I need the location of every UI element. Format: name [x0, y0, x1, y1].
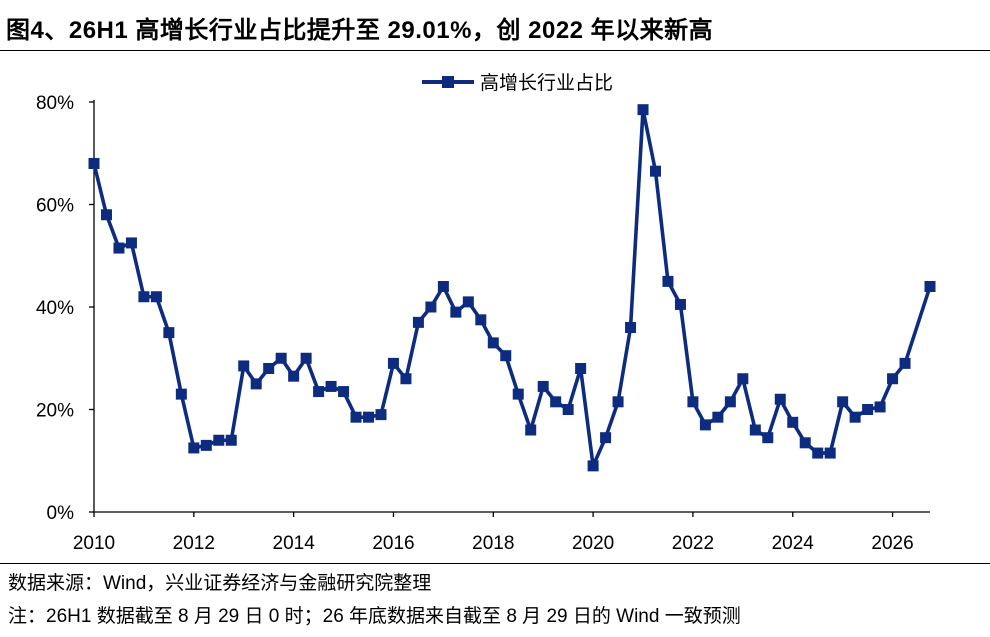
data-point — [175, 388, 187, 400]
line-chart: 0% 20% 40% 60% 80% 2010 2012 2014 2016 2018 2020 20… — [36, 72, 936, 554]
data-point — [824, 447, 836, 459]
data-point — [787, 416, 799, 428]
data-point — [837, 396, 849, 408]
data-point — [687, 396, 699, 408]
data-point — [500, 350, 512, 362]
y-tick-label: 20% — [36, 401, 74, 422]
data-point — [887, 373, 899, 385]
data-point — [250, 378, 262, 390]
data-point — [575, 363, 587, 374]
footnote: 注：26H1 数据截至 8 月 29 日 0 时；26 年底数据来自截至 8 月… — [8, 606, 741, 627]
data-point — [100, 209, 112, 221]
chart-series — [88, 104, 936, 472]
data-point — [350, 411, 362, 423]
data-point — [263, 363, 275, 374]
data-point — [612, 396, 624, 408]
series-line-actual — [92, 107, 932, 468]
data-point — [550, 396, 562, 408]
y-tick-label: 80% — [36, 93, 74, 114]
data-point — [238, 360, 250, 372]
data-point — [387, 357, 399, 369]
data-point — [325, 380, 337, 392]
data-point — [113, 242, 125, 254]
source-note: 数据来源：Wind，兴业证券经济与金融研究院整理 — [8, 573, 432, 594]
chart-axes: 0% 20% 40% 60% 80% 2010 2012 2014 2016 2018 2020 20… — [36, 93, 930, 554]
data-point — [587, 460, 599, 472]
data-point — [812, 447, 824, 459]
data-point — [425, 301, 437, 313]
data-point — [188, 442, 200, 454]
data-point — [662, 275, 674, 287]
x-tick-label: 2024 — [772, 533, 815, 554]
data-point — [649, 165, 661, 177]
footer-divider — [0, 563, 990, 564]
data-point — [899, 357, 911, 369]
data-point — [712, 411, 724, 423]
data-point — [724, 396, 736, 408]
x-tick-label: 2018 — [472, 533, 514, 554]
data-point — [375, 409, 387, 421]
data-point — [862, 404, 874, 415]
data-point — [313, 386, 325, 398]
data-point — [924, 281, 936, 292]
data-point — [600, 432, 612, 444]
data-point — [288, 370, 300, 382]
legend-marker-swatch — [442, 76, 454, 88]
data-point — [487, 337, 499, 349]
data-point — [412, 316, 424, 328]
data-point — [275, 352, 287, 364]
data-point — [150, 291, 162, 303]
data-point — [363, 411, 375, 423]
chart-legend: 高增长行业占比 — [422, 72, 613, 94]
data-point — [200, 439, 212, 451]
data-point — [737, 373, 749, 385]
x-tick-label: 2026 — [871, 533, 913, 554]
x-tick-label: 2022 — [672, 533, 714, 554]
data-point — [125, 237, 137, 249]
data-point — [450, 306, 462, 318]
data-point — [225, 434, 237, 446]
data-point — [525, 424, 537, 436]
x-tick-label: 2010 — [73, 533, 115, 554]
data-point — [300, 352, 312, 364]
data-point — [462, 296, 474, 308]
data-point — [562, 404, 574, 415]
data-point — [400, 373, 412, 385]
data-point — [674, 298, 686, 310]
title-divider — [0, 50, 990, 51]
data-point — [537, 380, 549, 392]
y-tick-label: 60% — [36, 196, 74, 217]
y-tick-label: 40% — [36, 298, 74, 319]
legend-label: 高增长行业占比 — [480, 72, 613, 94]
y-tick-label: 0% — [47, 503, 75, 524]
data-point — [625, 322, 637, 333]
data-point — [762, 432, 774, 444]
x-tick-label: 2012 — [173, 533, 215, 554]
x-tick-label: 2016 — [372, 533, 414, 554]
data-point — [512, 388, 524, 400]
chart-title: 图4、26H1 高增长行业占比提升至 29.01%，创 2022 年以来新高 — [6, 17, 714, 44]
data-point — [874, 401, 886, 413]
data-point — [637, 104, 649, 116]
data-point — [138, 291, 150, 303]
data-point — [338, 386, 350, 398]
data-point — [163, 327, 175, 339]
x-tick-label: 2014 — [273, 533, 316, 554]
x-tick-label: 2020 — [572, 533, 614, 554]
data-point — [213, 434, 225, 446]
data-point — [88, 158, 100, 169]
data-point — [699, 419, 711, 431]
data-point — [799, 437, 811, 449]
data-point — [774, 393, 786, 405]
data-point — [437, 281, 449, 292]
data-point — [749, 424, 761, 436]
data-point — [475, 314, 487, 326]
data-point — [849, 411, 861, 423]
